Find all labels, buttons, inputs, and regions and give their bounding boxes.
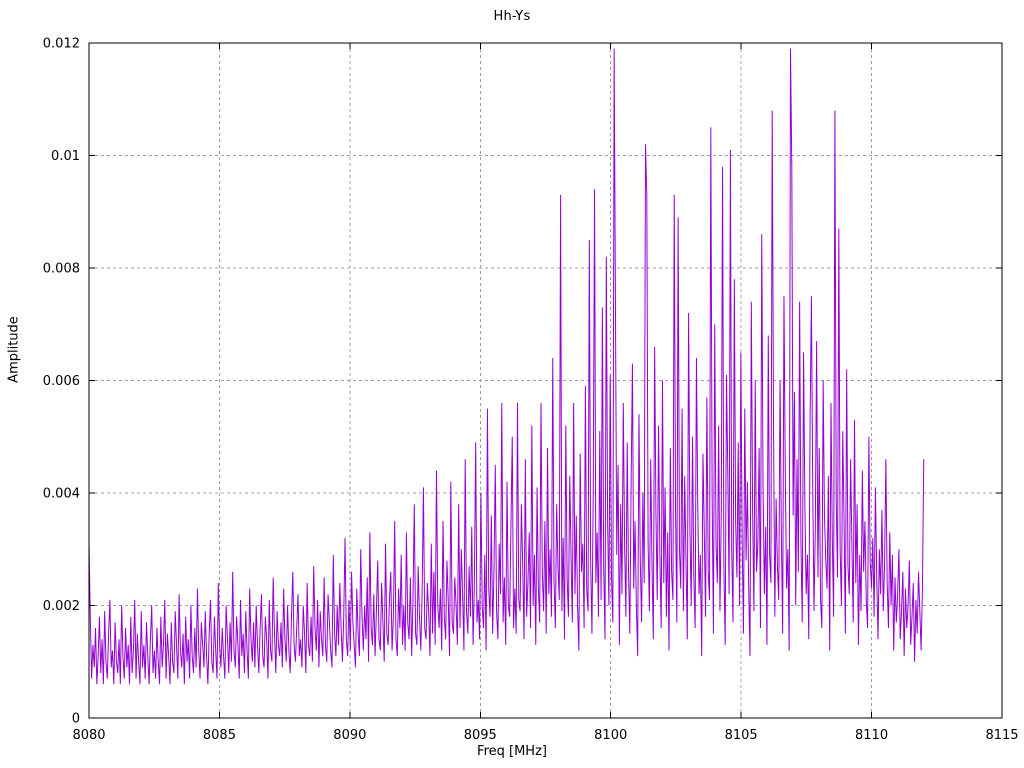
svg-text:8090: 8090: [333, 728, 366, 743]
svg-text:8095: 8095: [464, 728, 497, 743]
tick-marks: [88, 42, 1003, 719]
y-axis-label: Amplitude: [6, 316, 22, 383]
svg-text:0.008: 0.008: [43, 262, 80, 277]
svg-text:8080: 8080: [72, 728, 105, 743]
svg-text:0.006: 0.006: [43, 374, 80, 389]
data-series-line: [88, 48, 925, 685]
svg-text:0.004: 0.004: [43, 487, 80, 502]
svg-text:8110: 8110: [855, 728, 888, 743]
svg-text:8105: 8105: [725, 728, 758, 743]
svg-text:0.002: 0.002: [43, 599, 80, 614]
svg-text:0.01: 0.01: [51, 149, 80, 164]
svg-text:8100: 8100: [594, 728, 627, 743]
x-axis-label: Freq [MHz]: [477, 744, 547, 759]
tick-labels: 0 0.002 0.004 0.006 0.008 0.01 0.012 8080 8085 80…: [43, 37, 1019, 744]
svg-text:8085: 8085: [203, 728, 236, 743]
svg-text:8115: 8115: [985, 728, 1018, 743]
svg-text:0.012: 0.012: [43, 37, 80, 52]
chart-title: Hh-Ys: [493, 9, 531, 24]
svg-text:0: 0: [72, 712, 80, 727]
